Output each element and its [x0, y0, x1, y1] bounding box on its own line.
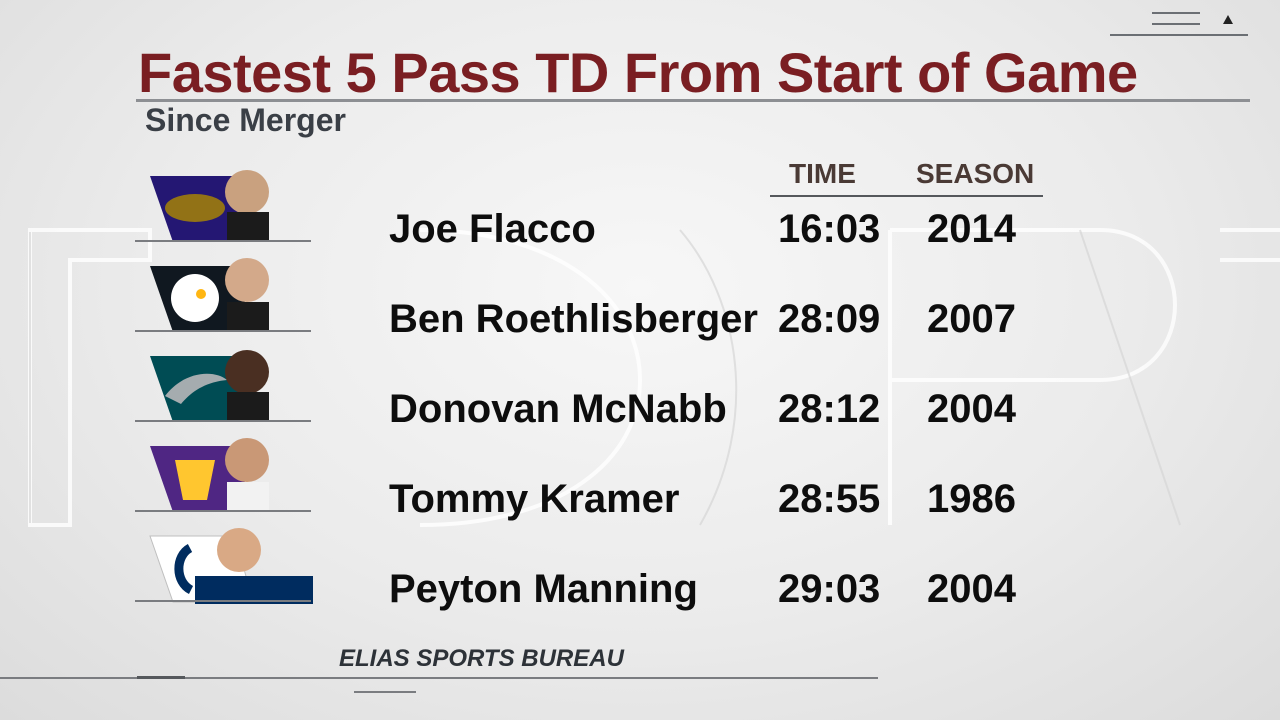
column-header-time: TIME	[789, 158, 856, 189]
player-head-shape	[225, 258, 269, 302]
menu-lines	[1152, 12, 1200, 34]
source-credit: ELIAS SPORTS BUREAU	[339, 645, 624, 672]
player-season: 2007	[927, 297, 1016, 341]
player-name: Tommy Kramer	[389, 477, 680, 521]
steelers-logo-icon	[171, 274, 219, 322]
player-head-shape	[217, 528, 261, 572]
player-name: Ben Roethlisberger	[389, 297, 758, 341]
player-shoulders-shape	[227, 392, 269, 422]
player-shoulders-shape	[227, 482, 269, 512]
eagles-logo-icon	[165, 373, 227, 404]
title-divider	[136, 99, 1250, 102]
player-time: 29:03	[778, 567, 881, 611]
team-player-badge	[150, 258, 269, 332]
bottom-rule-accent	[137, 676, 185, 679]
team-player-badge	[149, 528, 313, 604]
player-head-shape	[225, 350, 269, 394]
player-season: 2004	[927, 567, 1016, 611]
player-shoulders-shape	[195, 576, 313, 604]
table-row: Donovan McNabb 28:12 2004	[0, 340, 1280, 431]
bottom-rule-short	[354, 691, 416, 693]
row-divider	[135, 510, 311, 512]
page-subtitle: Since Merger	[145, 102, 346, 138]
player-time: 28:12	[778, 387, 881, 431]
player-name: Peyton Manning	[389, 567, 698, 611]
header-divider	[770, 195, 1043, 197]
top-rule	[1110, 34, 1248, 36]
row-divider	[135, 330, 311, 332]
player-head-shape	[225, 170, 269, 214]
player-time: 16:03	[778, 207, 881, 251]
row-divider	[135, 600, 311, 602]
bottom-rule	[0, 677, 878, 679]
caret-up-icon	[1223, 15, 1233, 24]
row-divider	[135, 420, 311, 422]
player-season: 2014	[927, 207, 1016, 251]
player-time: 28:55	[778, 477, 881, 521]
table-row: Tommy Kramer 28:55 1986	[0, 430, 1280, 521]
player-season: 1986	[927, 477, 1016, 521]
team-player-badge	[150, 438, 269, 512]
vikings-logo-icon	[175, 460, 215, 500]
player-name: Donovan McNabb	[389, 387, 727, 431]
player-head-shape	[225, 438, 269, 482]
team-player-badge	[150, 350, 269, 422]
player-season: 2004	[927, 387, 1016, 431]
table-row: Joe Flacco 16:03 2014	[0, 160, 1280, 251]
player-shoulders-shape	[227, 212, 269, 242]
player-name: Joe Flacco	[389, 207, 596, 251]
table-row: Peyton Manning 29:03 2004	[0, 520, 1280, 611]
player-time: 28:09	[778, 297, 881, 341]
row-divider	[135, 240, 311, 242]
page-title: Fastest 5 Pass TD From Start of Game	[138, 41, 1138, 104]
table-row: Ben Roethlisberger 28:09 2007	[0, 250, 1280, 341]
ravens-logo-icon	[165, 194, 225, 222]
team-player-badge	[150, 170, 269, 242]
colts-logo-icon	[174, 544, 194, 595]
column-header-season: SEASON	[916, 158, 1035, 189]
player-shoulders-shape	[227, 302, 269, 332]
